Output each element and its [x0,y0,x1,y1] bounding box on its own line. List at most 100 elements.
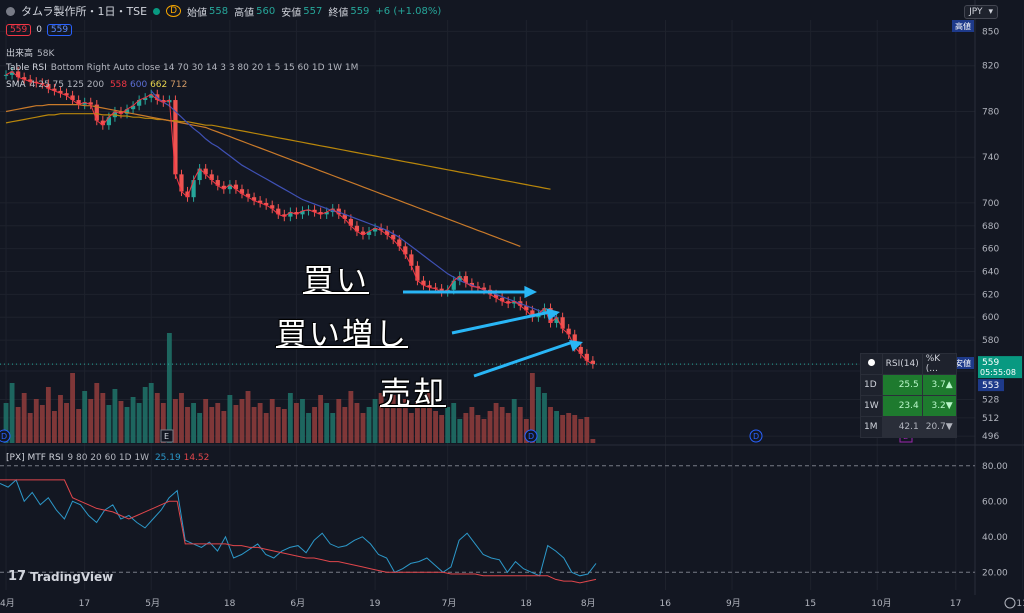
ohlc-close-label: 終値 [328,7,349,19]
time-tick-label: 6月 [290,598,305,609]
volume-bar [209,407,215,443]
volume-bar [269,399,275,443]
candle [572,334,577,347]
volume-bar [427,391,432,443]
indicator-mtf-rsi[interactable]: [PX] MTF RSI 9 80 20 60 1D 1W 25.19 14.52 [6,453,209,463]
price-tick-label: 580 [982,336,999,346]
candle [403,246,408,255]
volume-bar [542,393,547,443]
volume-bar [572,415,578,443]
currency-select[interactable]: JPY ▾ [964,5,998,19]
candle [185,191,190,198]
volume-bar [529,373,535,443]
volume-bar [487,411,493,443]
sma-4-line [5,70,594,365]
volume-bar [112,389,118,443]
ohlc-change: +6 (+1.08%) [375,5,442,17]
currency-label: JPY [969,7,983,17]
annotation-arrow-head [546,308,560,321]
time-tick-label: 18 [224,599,236,609]
volume-bar [275,407,281,443]
candle [191,180,196,198]
volume-bar [566,413,572,443]
price-tick-label: 640 [982,268,999,278]
low-price-badge [978,379,1004,392]
time-tick-label: 10月 [871,598,891,609]
price-tick-label: 780 [982,107,999,117]
time-tick-label: 5月 [145,598,160,609]
volume-bar [578,419,584,443]
candle [457,276,462,281]
price-tick-label: 820 [982,62,999,72]
rsi-table-header-k: %K (... [921,353,957,375]
volume-bar [245,391,251,443]
sell-button[interactable]: 559 [6,24,32,36]
indicator-mtf-rsi-params: 9 80 20 60 1D 1W [67,453,150,463]
rsi-line-slow [0,479,597,584]
dividend-marker [0,429,11,443]
low-price-label: 553 [982,381,999,391]
rsi-table-rsi: 42.1 [881,416,923,438]
candle [233,184,239,190]
volume-bar [336,399,342,443]
tradingview-logo[interactable]: 17 TradingView [8,569,113,584]
volume-bar [445,407,451,443]
buy-button[interactable]: 559 [46,24,73,36]
candle [439,288,444,293]
rsi-table-rsi: 25.5 [881,374,923,396]
candle [137,100,142,106]
candle [288,212,293,217]
candle [451,280,456,290]
indicator-table-rsi[interactable]: Table RSI Bottom Right Auto close 14 70 3… [6,63,358,73]
candle [215,180,220,186]
rsi-table-k: 3.7▲ [921,374,957,396]
ohlc-close: 559 [350,5,370,17]
volume-bar [173,399,178,443]
candle [506,301,511,304]
volume-bar [88,399,94,443]
volume-bar [64,403,69,443]
symbol-title[interactable]: タムラ製作所・1日・TSE [21,5,148,18]
candle [227,184,232,190]
candle [512,301,517,304]
settings-gear-icon [1004,597,1016,609]
indicator-sma[interactable]: SMA 4 25 75 125 200 558 600 662 712 [6,80,187,90]
candle [94,104,99,121]
candle [270,205,275,209]
low-label-bg [952,357,974,369]
countdown-label: 05:55:08 [980,368,1016,377]
candle [372,228,378,232]
price-tick-label: 496 [982,432,999,442]
rsi-tick-label: 20.00 [982,568,1008,578]
volume-bar [3,403,9,443]
indicator-volume[interactable]: 出来高 58K [6,46,54,59]
volume-bar [263,413,269,443]
indicator-sma-name: SMA [6,80,26,90]
candle [360,231,366,235]
volume-bar [324,403,330,443]
volume-bar [136,403,142,443]
volume-bar [148,383,154,443]
last-price-badge [978,356,1022,379]
indicator-volume-value: 58K [37,49,55,59]
volume-bar [221,411,227,443]
volume-bar [21,393,27,443]
candle [16,71,21,78]
candle [143,97,148,101]
rsi-table-row: 1W 23.4 3.2▼ [860,395,957,417]
ohlc-high: 560 [256,5,276,17]
candle [300,210,305,215]
sma-value-4: 712 [170,80,188,90]
volume-bar [294,403,299,443]
candle [481,287,487,290]
candle [433,287,438,289]
annotation-arrow-head [524,285,537,299]
chart-header: タムラ製作所・1日・TSE D 始値 558 高値 560 安値 557 終値 559 … [0,0,975,22]
earnings-marker [160,429,174,443]
circle-icon [867,359,875,366]
volume-bar [457,419,463,443]
candle [245,193,251,198]
rsi-table-k: 20.7▼ [921,416,957,438]
rsi-table-tf: 1W [860,395,883,417]
